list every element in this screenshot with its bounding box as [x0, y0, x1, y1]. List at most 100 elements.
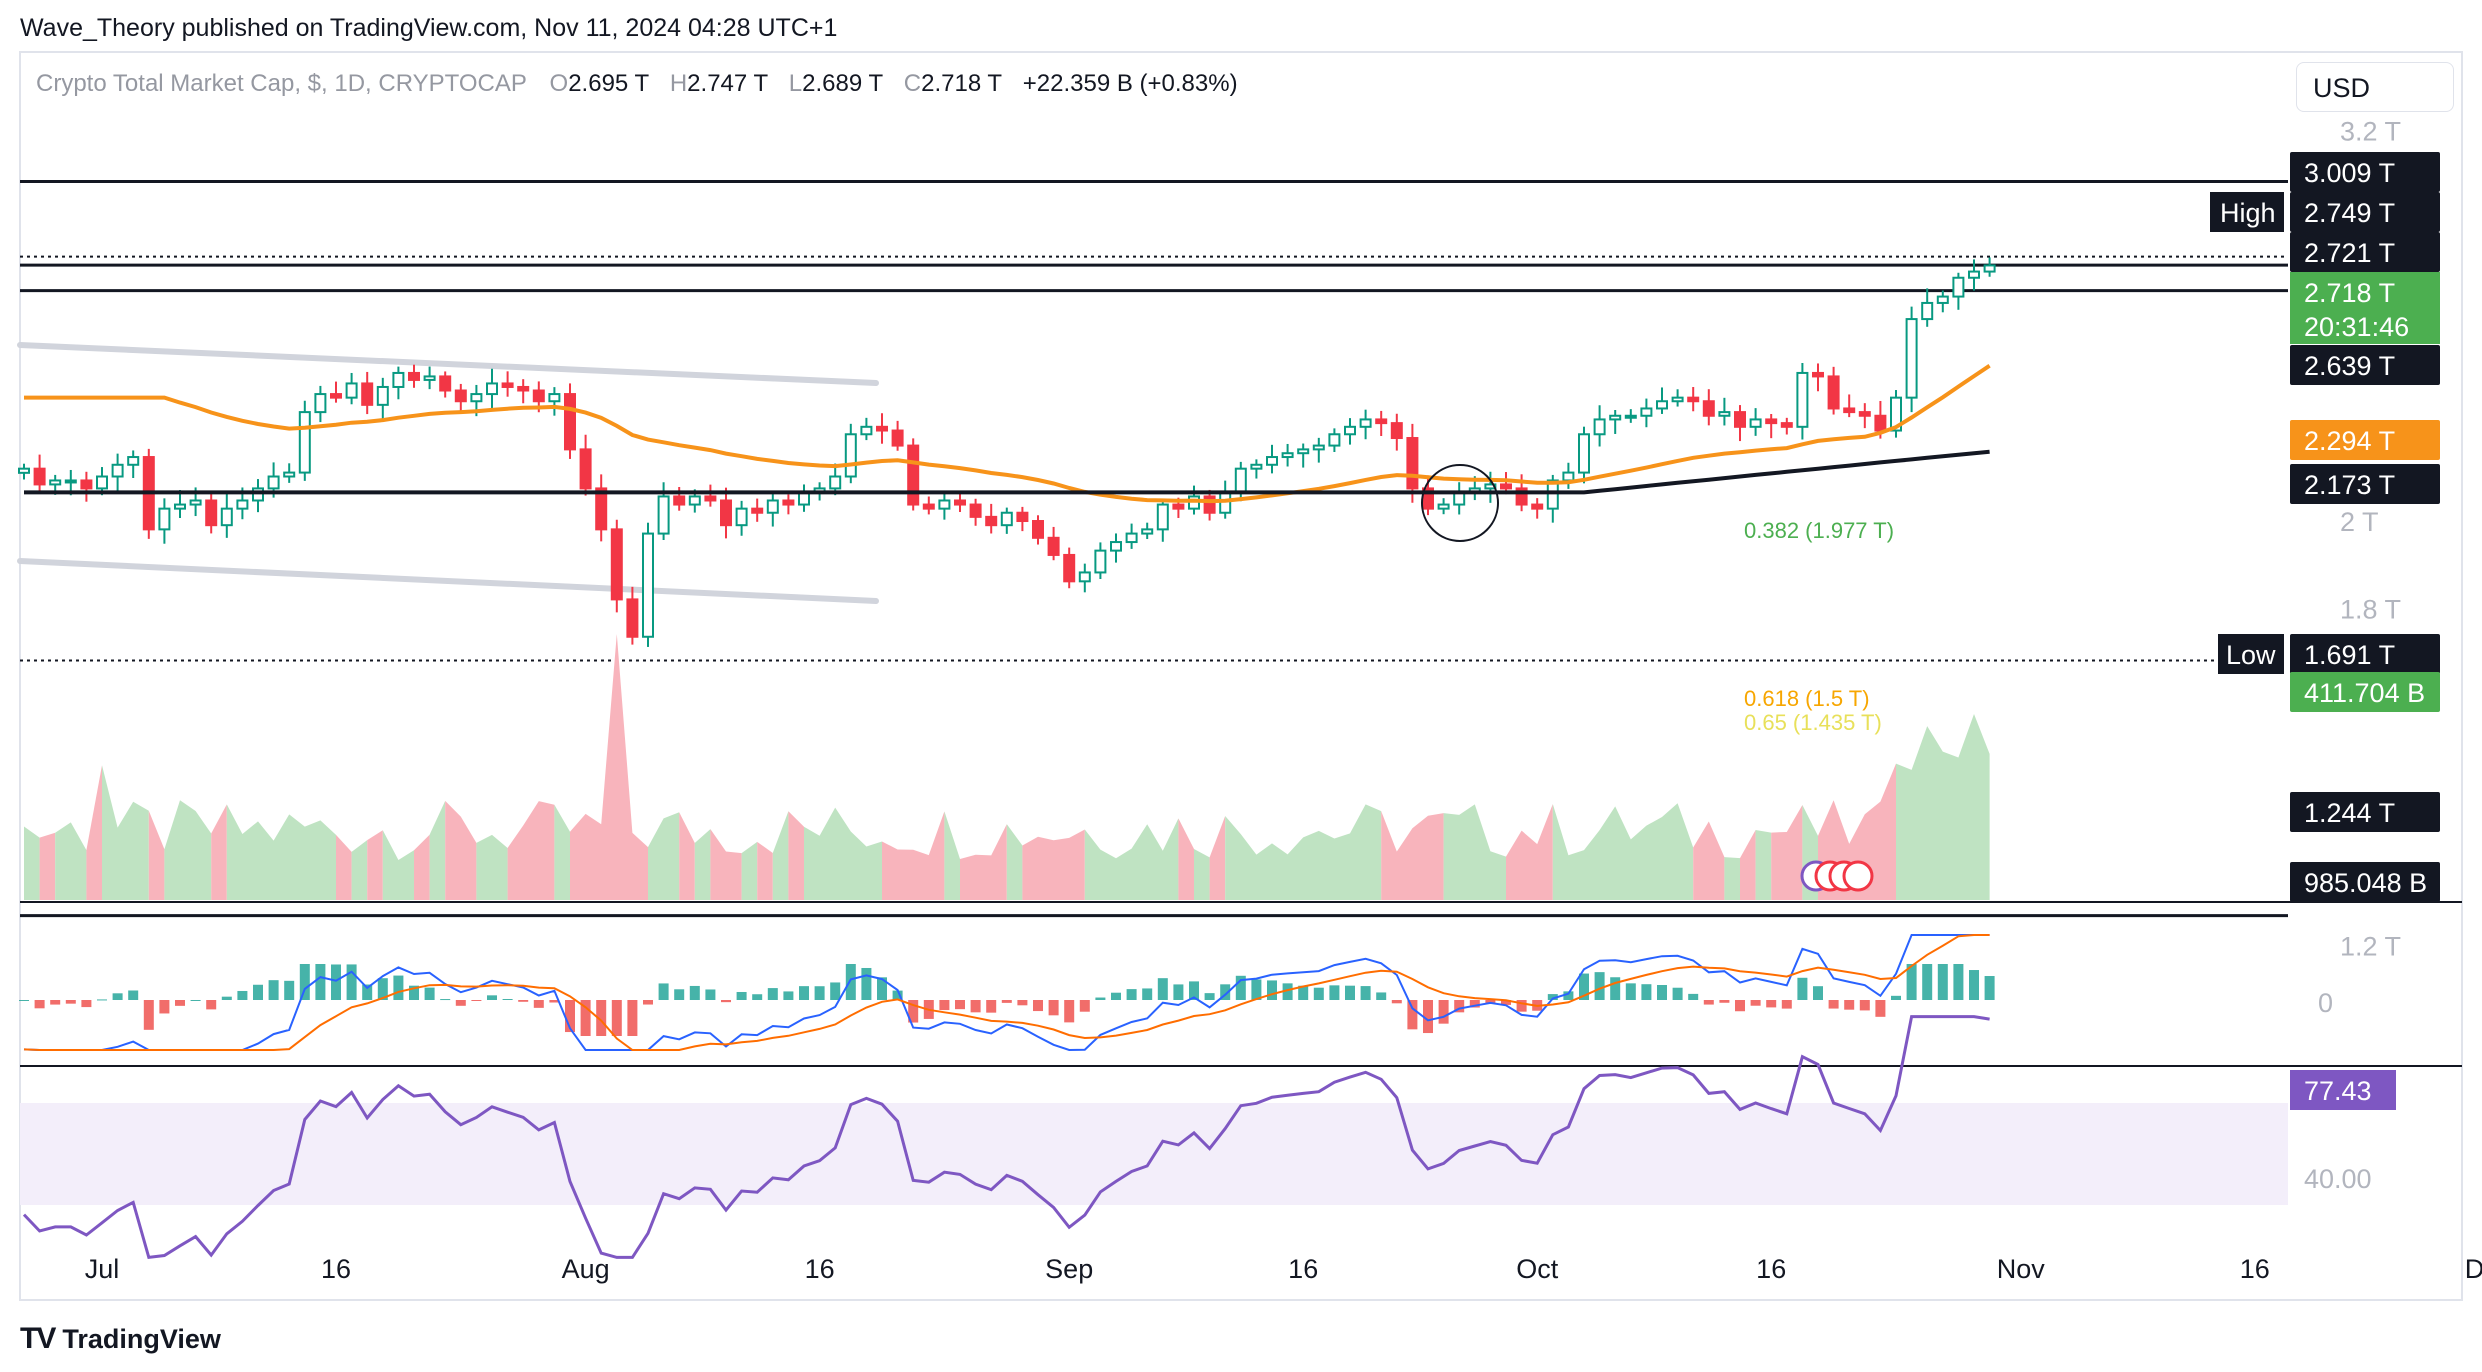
volume-area [86, 765, 102, 900]
macd-histogram-bar [502, 998, 513, 1000]
candle-body [220, 507, 233, 527]
macd-histogram-bar [689, 985, 700, 1000]
last-price-tag: 2.718 T [2304, 278, 2395, 308]
macd-line [23, 934, 1990, 1052]
candle-body [1375, 418, 1388, 425]
candle-body [657, 495, 670, 535]
volume-area [476, 834, 508, 900]
candle-body [1500, 483, 1512, 490]
legend-symbol[interactable]: Crypto Total Market Cap, $, 1D, CRYPTOCA… [36, 70, 527, 97]
candle-body [1624, 414, 1637, 419]
x-tick-label: Dec [2465, 1254, 2482, 1284]
y-tick-label: 3.2 T [2340, 116, 2401, 146]
candle-body [1687, 396, 1700, 403]
macd-histogram-bar [1079, 1000, 1090, 1012]
macd-histogram-bar [1033, 1000, 1043, 1012]
volume-area [679, 812, 695, 900]
tradingview-footer[interactable]: TV TradingView [20, 1322, 221, 1356]
macd-histogram-bar [986, 1000, 997, 1013]
volume-area [1506, 804, 1553, 900]
macd-histogram-bar [237, 990, 248, 1000]
macd-histogram-bar [97, 999, 107, 1001]
ema-200-tag-bg [2290, 464, 2440, 504]
macd-histogram-bar [1719, 1000, 1730, 1003]
candle-body [1016, 511, 1029, 523]
macd-histogram-bar [736, 991, 747, 1000]
candle-body [96, 475, 108, 490]
candle-body [1640, 407, 1653, 417]
macd-histogram-bar [1251, 979, 1262, 1000]
macd-histogram-bar [206, 1000, 217, 1010]
candle-body [1110, 541, 1122, 552]
volume-area [414, 834, 430, 900]
macd-histogram-bar [1657, 984, 1667, 1000]
candle-body [1515, 487, 1528, 506]
macd-histogram-bar [1797, 977, 1808, 1000]
macd-histogram-bar [1391, 1000, 1402, 1004]
volume-area [741, 841, 758, 900]
currency-button[interactable]: USD [2296, 62, 2454, 112]
macd-histogram-bar [190, 999, 201, 1001]
candle-body [1796, 371, 1809, 428]
candle-body [174, 503, 186, 510]
macd-histogram-bar [1781, 1000, 1792, 1009]
macd-histogram-bar [1267, 980, 1277, 1000]
macd-histogram-bar [1688, 993, 1699, 1000]
price-tag-level-2-bg [2290, 232, 2440, 272]
macd-histogram-bar [1329, 985, 1340, 1000]
macd-histogram-bar [268, 980, 279, 1000]
candle-body [626, 598, 639, 638]
candle-body [158, 507, 171, 531]
candle-body [782, 499, 795, 506]
macd-histogram-bar [1407, 1000, 1418, 1030]
macd-histogram-bar [611, 1000, 622, 1036]
legend-high-label: H [669, 70, 688, 97]
candle-body [704, 495, 717, 502]
candle-body [439, 375, 452, 392]
fib-label-0618: 0.618 (1.5 T) [1744, 686, 1870, 711]
macd-histogram-bar [1501, 1000, 1511, 1005]
macd-histogram-bar [877, 977, 887, 1000]
volume-area [1552, 803, 1694, 900]
candle-body [829, 475, 842, 490]
macd-histogram-bar [143, 1000, 154, 1030]
macd-histogram-bar [1844, 1000, 1855, 1010]
candle-body [1702, 400, 1715, 417]
macd-histogram-bar [175, 1000, 185, 1006]
macd-histogram-bar [331, 964, 341, 1000]
x-tick-label: Sep [1045, 1254, 1093, 1284]
macd-histogram-bar [1173, 984, 1184, 1000]
candle-body [1890, 396, 1902, 432]
macd-histogram-bar [1157, 978, 1168, 1000]
legend-change: +22.359 B (+0.83%) [1022, 70, 1238, 97]
macd-histogram-bar [1017, 1000, 1028, 1006]
candle-body [1827, 375, 1840, 410]
candle-body [111, 463, 124, 478]
volume-area [55, 822, 87, 900]
fib-label-065: 0.65 (1.435 T) [1744, 710, 1882, 735]
macd-histogram-bar [1204, 993, 1215, 1000]
macd-histogram-bar [1095, 997, 1106, 1000]
ema-200-line [24, 449, 1990, 495]
candle-body [1312, 444, 1325, 451]
macd-histogram-bar [705, 989, 716, 1000]
macd-histogram-bar [455, 1000, 466, 1006]
candle-body [517, 385, 530, 392]
volume-area [554, 804, 570, 900]
macd-histogram-bar [1828, 1000, 1839, 1009]
candle-body [1765, 418, 1778, 425]
x-tick-label: Jul [85, 1254, 120, 1284]
candle-body [954, 499, 966, 506]
macd-histogram-bar [65, 1000, 76, 1004]
macd-signal-line [23, 934, 1990, 1051]
x-tick-label: 16 [321, 1254, 351, 1284]
macd-histogram-bar [1547, 994, 1558, 1000]
macd-histogram-bar [783, 991, 794, 1000]
macd-histogram-bar [643, 1000, 653, 1005]
candle-body [1390, 422, 1403, 440]
macd-histogram-bar [565, 1000, 575, 1033]
macd-histogram-bar [1423, 1000, 1433, 1034]
candle-body [1359, 418, 1372, 428]
low-tag-bg [2218, 634, 2284, 674]
